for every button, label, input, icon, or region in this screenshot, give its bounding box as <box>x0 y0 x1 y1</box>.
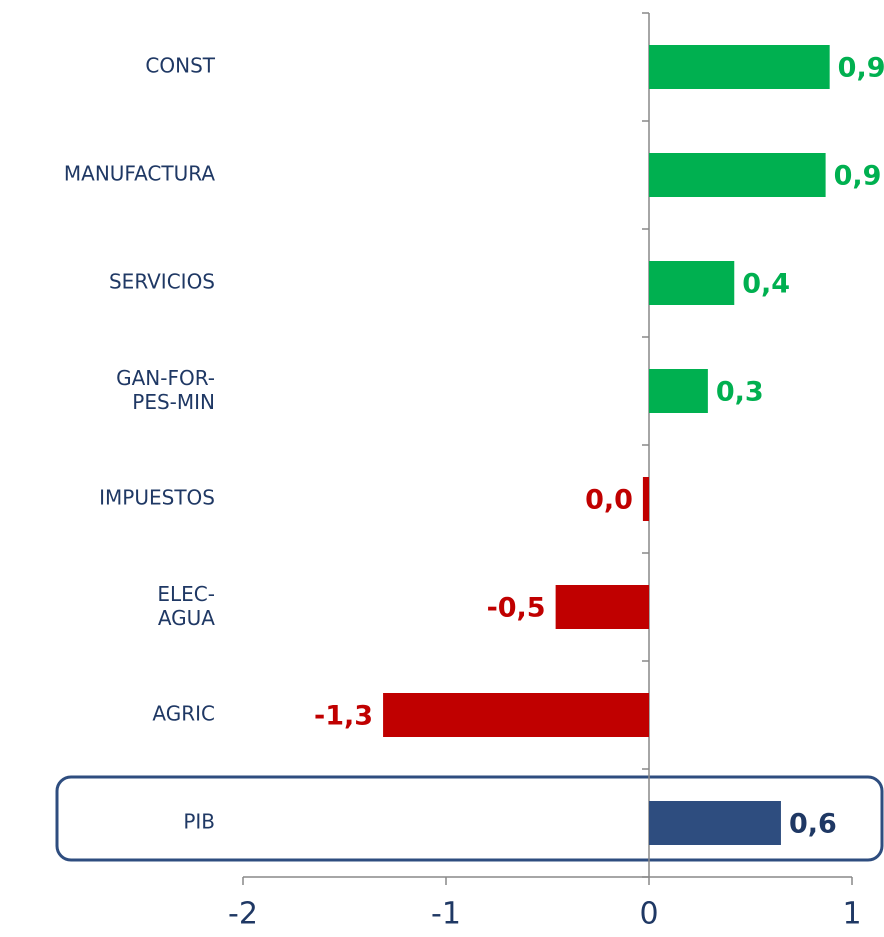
value-label: -1,3 <box>314 701 373 732</box>
category-label: MANUFACTURA <box>64 162 215 186</box>
category-label: IMPUESTOS <box>99 486 215 510</box>
bar <box>383 693 649 737</box>
bar <box>649 153 826 197</box>
value-label: 0,9 <box>838 53 884 84</box>
bar <box>649 45 830 89</box>
x-tick-label: -2 <box>228 897 258 932</box>
value-label: 0,3 <box>716 377 764 408</box>
bar <box>555 585 649 629</box>
bar <box>649 369 708 413</box>
bar <box>649 261 735 305</box>
category-label: GAN-FOR-PES-MIN <box>116 366 215 414</box>
value-label: 0,0 <box>585 485 633 516</box>
category-label: SERVICIOS <box>109 270 215 294</box>
bar <box>649 801 781 845</box>
category-label: PIB <box>183 810 215 834</box>
highlight-box <box>55 775 884 862</box>
value-label: -0,5 <box>487 593 546 624</box>
category-label: ELEC-AGUA <box>157 582 215 630</box>
value-label: 0,9 <box>834 161 882 192</box>
bar <box>642 477 649 521</box>
value-label: 0,4 <box>742 269 790 300</box>
x-tick-label: 0 <box>639 897 658 932</box>
x-tick-label: 1 <box>842 897 861 932</box>
x-tick-label: -1 <box>431 897 461 932</box>
value-label: 0,6 <box>789 809 837 840</box>
category-label: CONST <box>145 54 215 78</box>
category-label: AGRIC <box>152 702 215 726</box>
